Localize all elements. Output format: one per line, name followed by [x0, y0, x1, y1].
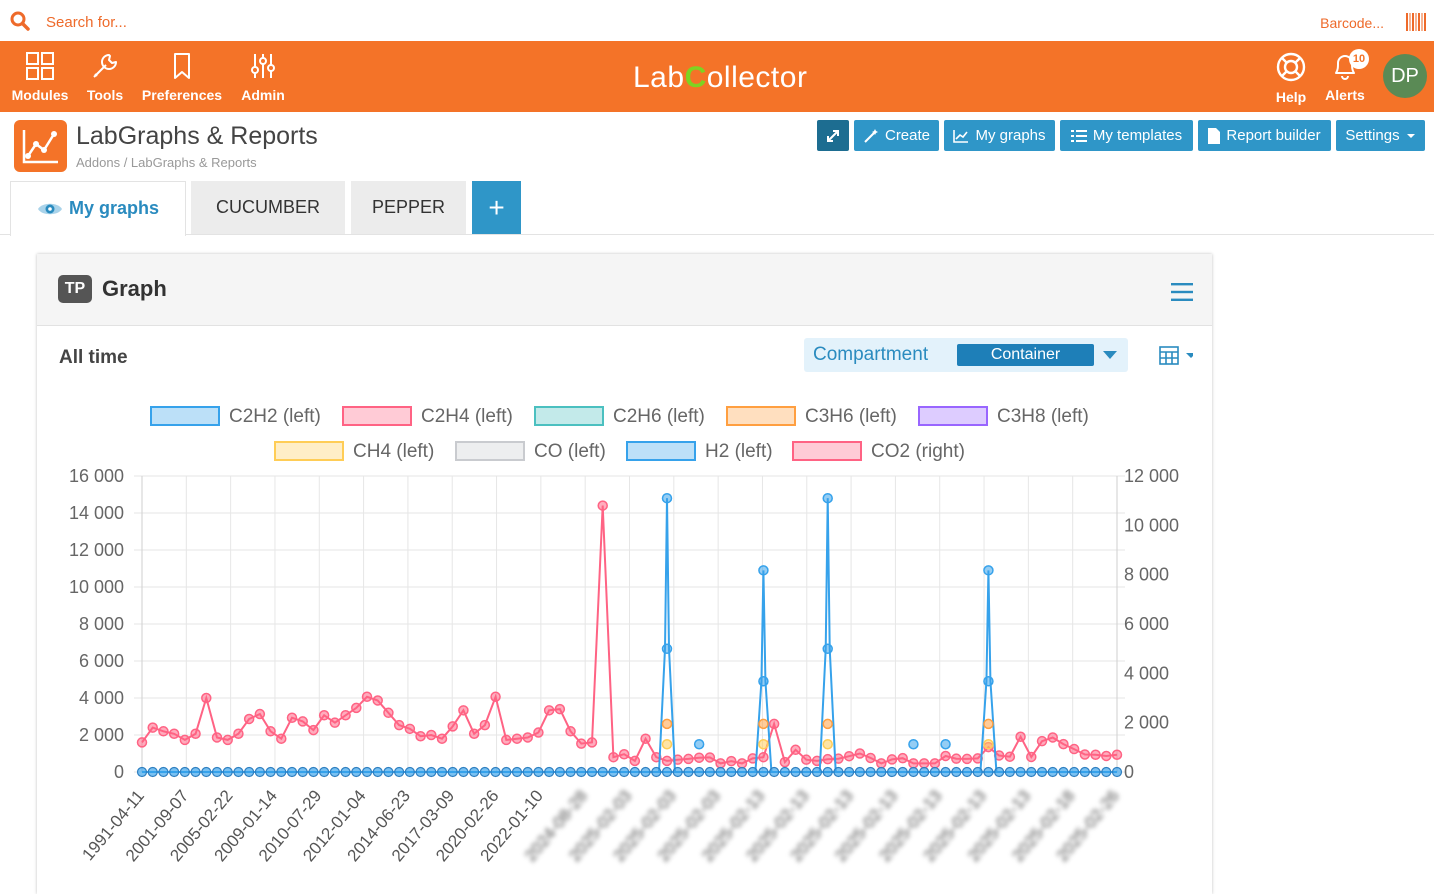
- plus-icon: +: [488, 192, 505, 223]
- chevron-down-icon[interactable]: [1103, 351, 1117, 359]
- settings-dropdown-button[interactable]: Settings: [1336, 120, 1425, 151]
- nav-help[interactable]: Help: [1272, 51, 1310, 105]
- calendar-icon[interactable]: [1147, 344, 1193, 366]
- main-nav: Modules Tools Preferences Admin LabColle…: [0, 41, 1434, 112]
- bookmark-icon: [174, 53, 190, 79]
- settings-label: Settings: [1345, 127, 1400, 144]
- create-button[interactable]: Create: [854, 120, 939, 151]
- my-templates-button[interactable]: My templates: [1060, 120, 1193, 151]
- filter-label: Compartment: [813, 344, 929, 365]
- search-icon[interactable]: [10, 11, 30, 31]
- wrench-icon: [93, 54, 117, 78]
- logo-c: C: [684, 61, 707, 94]
- barcode-input[interactable]: Barcode...: [1320, 15, 1384, 31]
- graph-title: Graph: [102, 276, 167, 301]
- fullscreen-button[interactable]: [817, 120, 849, 151]
- barcode-icon[interactable]: [1406, 13, 1426, 31]
- report-builder-label: Report builder: [1226, 127, 1321, 144]
- my-graphs-button[interactable]: My graphs: [944, 120, 1055, 151]
- period-label: All time: [59, 347, 128, 368]
- logo-text-suffix: ollector: [706, 61, 808, 94]
- line-chart-icon: [22, 130, 58, 164]
- my-templates-label: My templates: [1092, 127, 1183, 144]
- caret-down-icon: [1406, 134, 1415, 139]
- nav-alerts[interactable]: Alerts: [1322, 51, 1368, 103]
- nav-preferences-label: Preferences: [141, 87, 223, 103]
- bell-icon: [1335, 55, 1355, 80]
- hamburger-menu-icon[interactable]: [1171, 283, 1193, 301]
- nav-admin[interactable]: Admin: [240, 51, 286, 103]
- compartment-filter[interactable]: Compartment Container: [804, 338, 1128, 372]
- document-icon: [1208, 128, 1221, 145]
- graph-panel: TP Graph All time Compartment Container: [37, 254, 1212, 894]
- tab-pepper[interactable]: PEPPER: [351, 181, 466, 234]
- tab-pepper-label: PEPPER: [371, 197, 446, 217]
- nav-alerts-label: Alerts: [1325, 87, 1365, 103]
- tab-my-graphs[interactable]: My graphs: [10, 181, 186, 236]
- search-bar: Barcode...: [0, 0, 1434, 42]
- nav-admin-label: Admin: [241, 87, 285, 103]
- page-title: LabGraphs & Reports: [76, 122, 318, 150]
- user-avatar[interactable]: DP: [1383, 54, 1427, 98]
- nav-help-label: Help: [1275, 89, 1307, 105]
- logo-text-prefix: Lab: [633, 61, 685, 94]
- report-builder-button[interactable]: Report builder: [1198, 120, 1331, 151]
- create-label: Create: [884, 127, 931, 144]
- nav-preferences[interactable]: Preferences: [140, 51, 224, 103]
- breadcrumb[interactable]: Addons / LabGraphs & Reports: [76, 155, 257, 170]
- add-tab-button[interactable]: +: [472, 181, 521, 234]
- alerts-count-badge: 10: [1349, 49, 1369, 69]
- my-graphs-label: My graphs: [975, 127, 1046, 144]
- tab-my-graphs-label: My graphs: [68, 198, 160, 218]
- search-input[interactable]: [44, 8, 648, 36]
- nav-modules[interactable]: Modules: [10, 51, 70, 103]
- tabs-divider: [0, 234, 1434, 235]
- tab-cucumber[interactable]: CUCUMBER: [191, 181, 345, 234]
- expand-icon: [827, 130, 839, 143]
- nav-modules-label: Modules: [11, 87, 69, 103]
- nav-tools[interactable]: Tools: [84, 51, 126, 103]
- sliders-icon: [251, 54, 275, 78]
- lifebuoy-icon: [1276, 52, 1306, 82]
- labgraphs-app-icon: [14, 120, 67, 172]
- labcollector-logo[interactable]: LabCollector: [633, 61, 807, 95]
- template-badge: TP: [58, 275, 92, 303]
- compartment-select[interactable]: Container: [957, 344, 1094, 366]
- list-icon: [1070, 130, 1087, 143]
- nav-tools-label: Tools: [86, 87, 124, 103]
- magic-wand-icon: [864, 129, 878, 143]
- eye-icon: [37, 204, 62, 215]
- graph-panel-header: TP Graph: [37, 254, 1212, 326]
- grid-icon: [26, 52, 54, 80]
- area-chart-icon: [953, 130, 969, 143]
- tab-cucumber-label: CUCUMBER: [215, 197, 320, 217]
